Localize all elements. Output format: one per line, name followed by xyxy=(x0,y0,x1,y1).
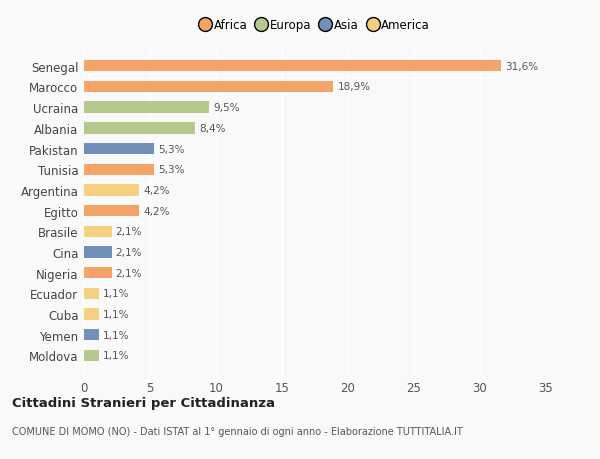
Bar xyxy=(84,247,112,258)
Text: Cittadini Stranieri per Cittadinanza: Cittadini Stranieri per Cittadinanza xyxy=(12,396,275,409)
Bar xyxy=(84,61,501,72)
Bar xyxy=(84,144,154,155)
Text: 4,2%: 4,2% xyxy=(143,206,170,216)
Text: 5,3%: 5,3% xyxy=(158,165,184,175)
Bar xyxy=(84,350,98,361)
Legend: Africa, Europa, Asia, America: Africa, Europa, Asia, America xyxy=(200,19,430,32)
Bar xyxy=(84,206,139,217)
Text: 9,5%: 9,5% xyxy=(214,103,240,113)
Text: 1,1%: 1,1% xyxy=(103,330,129,340)
Text: 31,6%: 31,6% xyxy=(505,62,538,72)
Text: 2,1%: 2,1% xyxy=(116,247,142,257)
Bar xyxy=(84,309,98,320)
Text: 4,2%: 4,2% xyxy=(143,185,170,196)
Text: 8,4%: 8,4% xyxy=(199,123,226,134)
Text: 18,9%: 18,9% xyxy=(337,82,371,92)
Text: 2,1%: 2,1% xyxy=(116,227,142,237)
Text: COMUNE DI MOMO (NO) - Dati ISTAT al 1° gennaio di ogni anno - Elaborazione TUTTI: COMUNE DI MOMO (NO) - Dati ISTAT al 1° g… xyxy=(12,426,463,436)
Bar xyxy=(84,185,139,196)
Bar xyxy=(84,268,112,279)
Bar xyxy=(84,123,195,134)
Text: 1,1%: 1,1% xyxy=(103,309,129,319)
Bar xyxy=(84,226,112,237)
Bar xyxy=(84,164,154,175)
Bar xyxy=(84,102,209,113)
Text: 1,1%: 1,1% xyxy=(103,351,129,361)
Bar xyxy=(84,82,334,93)
Text: 5,3%: 5,3% xyxy=(158,144,184,154)
Bar xyxy=(84,288,98,299)
Text: 2,1%: 2,1% xyxy=(116,268,142,278)
Bar xyxy=(84,330,98,341)
Text: 1,1%: 1,1% xyxy=(103,289,129,299)
